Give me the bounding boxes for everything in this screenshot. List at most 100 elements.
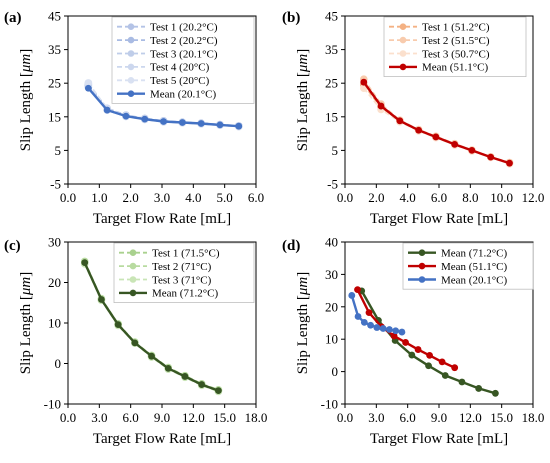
data-point <box>215 387 222 395</box>
y-tick-label: -10 <box>44 397 61 412</box>
y-tick-label: 35 <box>325 42 338 57</box>
x-tick-label: 18.0 <box>522 410 545 425</box>
x-tick-label: 3.0 <box>368 410 384 425</box>
x-tick-label: 0.0 <box>60 190 76 205</box>
data-point <box>365 309 373 317</box>
legend-swatch-marker <box>129 262 137 270</box>
legend-entry: Test 3 (71°C) <box>119 274 212 286</box>
x-tick-label: 3.0 <box>154 190 170 205</box>
series-1 <box>358 287 499 397</box>
legend-swatch-marker <box>399 23 407 31</box>
y-tick-label: 25 <box>325 76 338 91</box>
data-point <box>198 381 206 388</box>
x-tick-label: 18.0 <box>245 410 268 425</box>
data-point <box>487 153 495 161</box>
series-line <box>356 289 456 369</box>
y-tick-label: 15 <box>325 109 338 124</box>
data-point <box>402 339 409 346</box>
y-axis-label: Slip Length [μm] <box>295 272 311 375</box>
legend-label: Test 3 (20.1°C) <box>150 48 218 60</box>
legend-swatch-marker <box>399 63 407 71</box>
x-tick-label: 6.0 <box>431 190 447 205</box>
x-tick-label: 5.0 <box>217 190 233 205</box>
data-point <box>216 121 224 129</box>
legend: Mean (71.2°C)Mean (51.1°C)Mean (20.1°C) <box>402 242 534 290</box>
data-point <box>492 389 499 397</box>
legend-entry: Mean (51.1°C) <box>408 261 507 273</box>
data-point <box>131 339 139 347</box>
data-point <box>451 364 459 372</box>
legend-label: Mean (51.1°C) <box>441 261 507 273</box>
x-tick-label: 2.0 <box>123 190 139 205</box>
legend-entry: Test 3 (50.7°C) <box>389 48 490 60</box>
x-axis-label: Target Flow Rate [mL] <box>93 211 231 227</box>
legend-entry: Test 2 (71°C) <box>119 261 212 273</box>
series-4 <box>81 259 222 395</box>
series-2 <box>354 286 459 372</box>
legend-swatch-marker <box>418 249 426 256</box>
x-tick-label: 0.0 <box>60 410 76 425</box>
x-tick-label: 15.0 <box>490 410 513 425</box>
x-tick-label: 2.0 <box>368 190 384 205</box>
data-point <box>426 352 433 359</box>
panel-label: (a) <box>4 10 22 26</box>
legend-entry: Mean (51.1°C) <box>389 62 488 74</box>
data-point <box>103 106 111 114</box>
series-line <box>362 81 510 165</box>
data-point <box>360 78 368 86</box>
data-point <box>122 112 130 120</box>
legend-label: Test 3 (50.7°C) <box>422 48 490 60</box>
x-axis-label: Target Flow Rate [mL] <box>93 431 231 447</box>
x-tick-label: 8.0 <box>462 190 478 205</box>
legend-entry: Test 3 (20.1°C) <box>117 48 218 60</box>
legend-swatch-marker <box>418 276 426 283</box>
x-tick-label: 9.0 <box>154 410 170 425</box>
data-point <box>81 259 89 267</box>
y-axis-label: Slip Length [μm] <box>295 49 311 152</box>
y-tick-label: 35 <box>48 42 61 57</box>
data-point <box>441 372 449 379</box>
y-tick-label: 10 <box>48 316 61 331</box>
series-6 <box>84 84 243 130</box>
y-tick-label: 45 <box>48 9 61 24</box>
data-point <box>141 115 149 123</box>
legend-entry: Mean (20.1°C) <box>408 274 507 286</box>
legend-box <box>111 16 255 104</box>
series-line <box>363 78 510 164</box>
y-tick-label: 45 <box>325 9 338 24</box>
data-point <box>385 326 393 333</box>
x-tick-label: 3.0 <box>91 410 107 425</box>
legend-label: Mean (71.2°C) <box>441 248 507 260</box>
legend-swatch-marker <box>399 36 407 44</box>
data-point <box>181 373 189 380</box>
data-point <box>392 327 400 335</box>
legend-entry: Test 1 (71.5°C) <box>119 248 220 260</box>
legend-swatch-marker <box>129 276 137 283</box>
y-tick-label: 25 <box>48 76 61 91</box>
y-axis-label: Slip Length [μm] <box>18 272 34 375</box>
data-point <box>178 119 186 126</box>
legend: Test 1 (71.5°C)Test 2 (71°C)Test 3 (71°C… <box>113 242 255 303</box>
data-point <box>164 364 172 372</box>
data-point <box>408 351 416 359</box>
series-line <box>363 84 510 165</box>
x-tick-label: 4.0 <box>185 190 201 205</box>
legend-label: Mean (20.1°C) <box>150 89 216 101</box>
legend-label: Test 2 (71°C) <box>152 261 212 273</box>
data-point <box>360 318 368 326</box>
chart-panel-3: -10 0 10 20 30 0.0 3.0 6.0 9.0 12.0 15.0 18.0 Target… <box>4 235 267 448</box>
y-tick-label: -10 <box>321 397 338 412</box>
data-point <box>458 378 466 386</box>
y-tick-label: 20 <box>325 299 338 314</box>
y-tick-label: 15 <box>48 109 61 124</box>
y-tick-label: -5 <box>50 177 61 192</box>
data-point <box>415 126 423 134</box>
data-point <box>468 147 476 154</box>
data-point <box>160 118 167 125</box>
x-tick-label: 15.0 <box>213 410 236 425</box>
legend-swatch-marker <box>127 50 135 57</box>
legend-swatch-marker <box>127 36 135 44</box>
series-4 <box>360 78 513 167</box>
y-tick-label: 10 <box>325 332 338 347</box>
